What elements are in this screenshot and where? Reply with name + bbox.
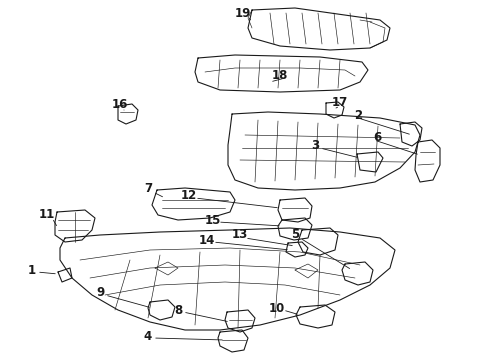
Text: 12: 12 <box>181 189 197 202</box>
Text: 13: 13 <box>232 229 248 242</box>
Text: 15: 15 <box>205 213 221 226</box>
Text: 10: 10 <box>269 302 285 315</box>
Text: 11: 11 <box>39 207 55 220</box>
Text: 14: 14 <box>199 234 215 247</box>
Text: 18: 18 <box>272 68 288 81</box>
Text: 9: 9 <box>96 287 104 300</box>
Text: 5: 5 <box>291 229 299 242</box>
Text: 19: 19 <box>235 6 251 19</box>
Text: 8: 8 <box>174 303 182 316</box>
Text: 7: 7 <box>144 181 152 194</box>
Text: 2: 2 <box>354 108 362 122</box>
Text: 4: 4 <box>144 330 152 343</box>
Text: 3: 3 <box>311 139 319 152</box>
Text: 17: 17 <box>332 95 348 108</box>
Text: 6: 6 <box>373 131 381 144</box>
Text: 16: 16 <box>112 98 128 111</box>
Text: 1: 1 <box>28 264 36 276</box>
